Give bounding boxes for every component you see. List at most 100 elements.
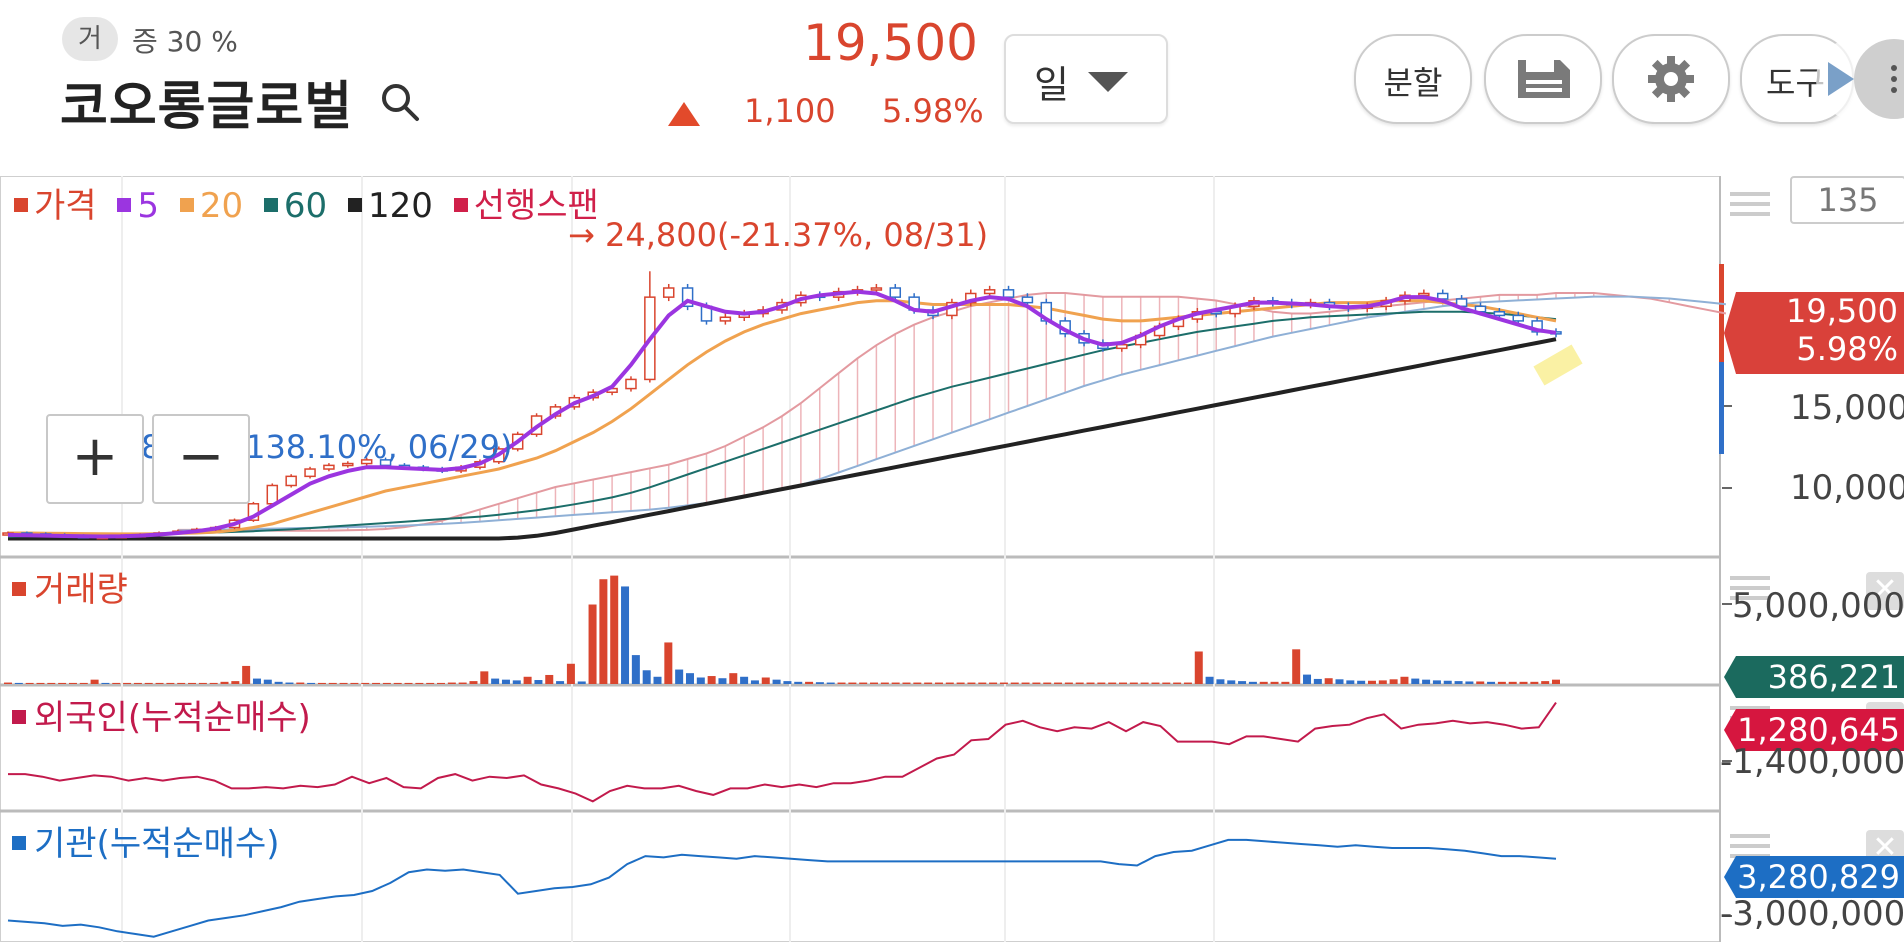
high-annotation: → 24,800(-21.37%, 08/31) [568, 216, 989, 254]
gear-icon [1648, 56, 1694, 102]
volume-bar-46 [501, 679, 510, 684]
volume-bar-135 [1465, 681, 1474, 684]
credit-badge[interactable]: 거 [62, 17, 118, 61]
price-down-bar [1719, 362, 1724, 454]
candle-body-18 [342, 462, 354, 467]
volume-bar-134 [1454, 681, 1463, 684]
ma60-line [7, 310, 1557, 538]
volume-bar-27 [296, 682, 305, 684]
volume-bar-50 [545, 674, 554, 684]
volume-bar-119 [1292, 649, 1301, 684]
expand-button[interactable] [1796, 36, 1904, 122]
volume-bar-68 [740, 676, 749, 684]
volume-bar-112 [1216, 679, 1225, 684]
volume-bar-32 [350, 682, 359, 684]
candle-body-80 [1512, 314, 1524, 322]
volume-bar-67 [729, 673, 738, 684]
volume-bar-77 [837, 682, 846, 684]
volume-bar-117 [1270, 681, 1279, 684]
up-arrow-icon [668, 102, 700, 126]
volume-bar-99 [1075, 682, 1084, 684]
volume-bar-74 [805, 681, 814, 684]
volume-bar-78 [848, 682, 857, 684]
candle-body-47 [889, 287, 902, 298]
legend-ma20-swatch [179, 197, 194, 212]
candle-count[interactable]: 135 [1790, 176, 1904, 224]
volume-bar-100 [1086, 682, 1095, 684]
volume-bar-52 [566, 663, 575, 684]
institution-pane-label: 기관(누적순매수) [12, 816, 280, 865]
close-volume-pane-icon[interactable]: ✕ [1866, 572, 1904, 610]
volume-bar-94 [1021, 682, 1030, 684]
chart-area[interactable]: 가격 5 20 60 120 선행스팬 → 24,800(-21.37%, 08… [0, 176, 1904, 942]
foreign-swatch [12, 709, 26, 724]
volume-bar-76 [826, 682, 835, 684]
volume-bar-13 [144, 682, 153, 684]
volume-bar-53 [577, 681, 586, 684]
volume-bar-61 [664, 642, 673, 684]
volume-bar-143 [1552, 679, 1560, 684]
volume-bar-121 [1313, 678, 1322, 684]
volume-bar-39 [426, 682, 435, 684]
candle-body-38 [719, 316, 732, 322]
volume-bar-60 [653, 676, 662, 684]
stock-name[interactable]: 코오롱글로벌 [60, 77, 354, 137]
volume-bar-79 [859, 682, 868, 684]
volume-bar-33 [361, 682, 370, 684]
volume-bar-40 [437, 682, 446, 684]
volume-bar-55 [599, 579, 608, 684]
volume-bar-110 [1194, 651, 1203, 684]
volume-label-text: 거래량 [34, 570, 128, 610]
volume-bar-14 [155, 682, 164, 684]
split-button[interactable]: 분할 [1354, 34, 1472, 124]
volume-pane-handle[interactable] [1730, 576, 1770, 602]
volume-bar-104 [1129, 682, 1138, 684]
price-pane-handle[interactable] [1730, 192, 1770, 218]
volume-bar-85 [924, 682, 933, 684]
volume-bar-97 [1054, 682, 1063, 684]
ma120-line [8, 337, 1557, 541]
volume-bar-72 [783, 681, 792, 684]
volume-bar-63 [685, 673, 694, 684]
zoom-out-button[interactable]: − [152, 414, 250, 504]
volume-bar-125 [1357, 680, 1366, 684]
volume-bar-123 [1335, 679, 1344, 684]
volume-bar-41 [447, 682, 456, 684]
tools-button-label: 도구 [1766, 64, 1825, 102]
volume-bar-0 [4, 682, 12, 684]
candle-body-46 [870, 287, 883, 291]
volume-bar-66 [718, 678, 727, 684]
volume-bar-3 [36, 682, 45, 684]
volume-bar-130 [1411, 678, 1420, 684]
candle-body-35 [662, 287, 675, 298]
volume-bar-133 [1443, 680, 1452, 684]
volume-bar-120 [1303, 674, 1312, 684]
volume-bar-25 [274, 681, 283, 684]
volume-bar-75 [815, 682, 824, 684]
chart-canvas[interactable] [0, 176, 1904, 942]
volume-bar-82 [891, 682, 900, 684]
volume-bar-88 [956, 682, 965, 684]
volume-bar-12 [133, 682, 142, 684]
save-button[interactable] [1484, 34, 1602, 124]
candle-body-17 [323, 464, 335, 470]
volume-bar-37 [404, 682, 413, 684]
volume-bar-15 [166, 682, 175, 684]
volume-bar-19 [209, 682, 218, 684]
volume-bar-103 [1118, 682, 1127, 684]
save-icon [1518, 60, 1570, 98]
period-select[interactable]: 일 [1004, 34, 1168, 124]
legend-ma120-swatch [347, 197, 362, 212]
zoom-in-button[interactable]: + [46, 414, 144, 504]
legend-ma5-swatch [117, 197, 132, 212]
search-icon[interactable] [378, 80, 422, 124]
settings-button[interactable] [1612, 34, 1730, 124]
volume-bar-45 [491, 678, 500, 684]
volume-bar-51 [556, 681, 565, 684]
volume-bar-80 [870, 682, 879, 684]
volume-bar-64 [696, 677, 705, 684]
volume-bar-62 [675, 669, 684, 684]
header: 거 증 30 % 코오롱글로벌 19,500 1,100 5.98% 일 분할 [0, 0, 1904, 176]
volume-bar-49 [534, 680, 543, 684]
volume-bar-4 [47, 682, 56, 684]
